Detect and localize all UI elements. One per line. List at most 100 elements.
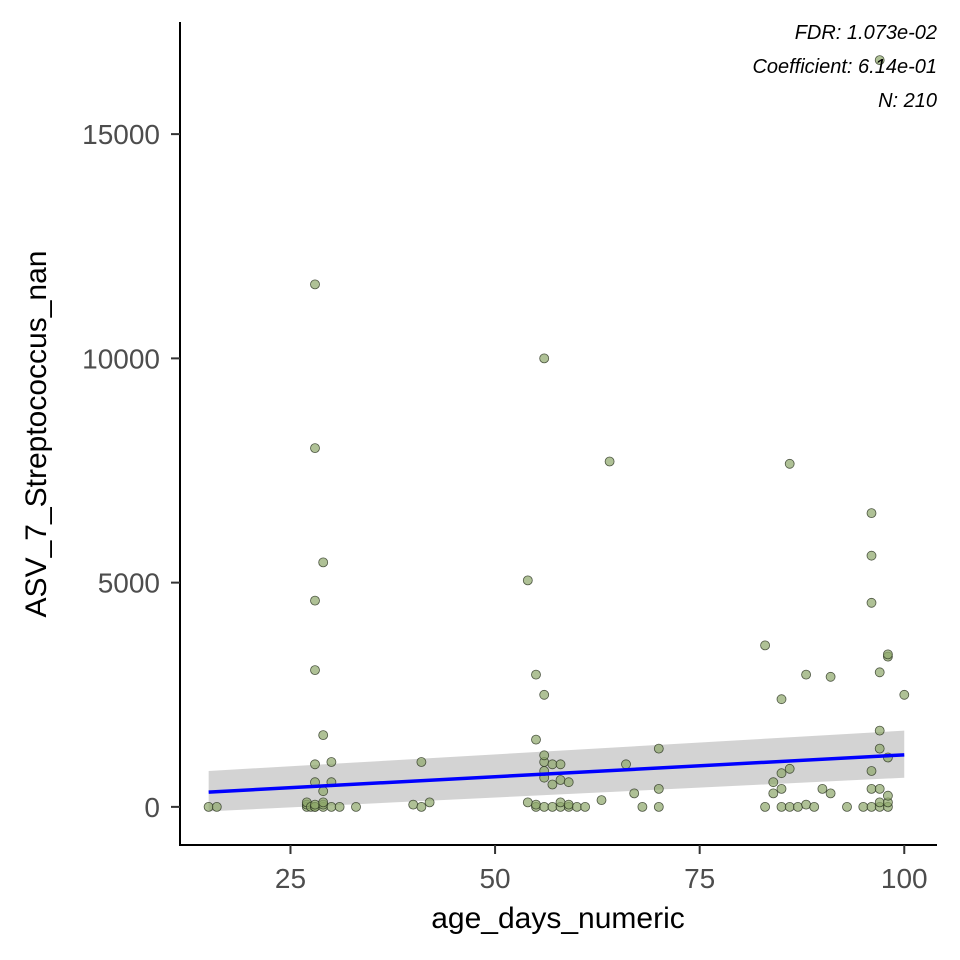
trend-layer [208, 753, 905, 794]
data-point [531, 669, 541, 680]
data-point [563, 777, 574, 788]
data-point [539, 802, 550, 812]
data-point [874, 725, 885, 736]
data-point [424, 797, 435, 808]
data-point [326, 757, 337, 767]
n-annotation: N: 210 [878, 90, 937, 112]
data-point [629, 788, 640, 799]
coefficient-annotation: Coefficient: 6.14e-01 [752, 56, 937, 78]
data-point [776, 694, 787, 705]
data-point [874, 797, 885, 808]
confidence-band-layer [208, 730, 905, 812]
data-point [760, 802, 770, 812]
x-axis-title: age_days_numeric [431, 902, 685, 935]
data-point [637, 802, 648, 812]
data-point [776, 802, 787, 812]
data-point [203, 802, 214, 812]
data-point [784, 763, 795, 774]
data-point [318, 786, 329, 797]
data-point [621, 759, 631, 770]
data-point [310, 799, 320, 810]
data-point [596, 795, 607, 805]
x-tick-label: 100 [881, 863, 928, 894]
data-point [801, 669, 811, 680]
data-point [817, 784, 828, 794]
data-point [351, 802, 361, 812]
data-point [572, 802, 582, 812]
data-point [776, 784, 787, 794]
data-point [604, 456, 615, 467]
data-point [555, 775, 566, 785]
data-point [563, 799, 574, 810]
data-point [310, 595, 320, 606]
data-point [318, 797, 329, 808]
points-layer [203, 55, 910, 812]
data-point [531, 799, 541, 810]
data-point [653, 802, 664, 812]
data-point [858, 802, 869, 812]
y-tick-label: 5000 [98, 568, 160, 599]
data-point [809, 802, 820, 812]
data-point [408, 799, 419, 810]
data-point [866, 802, 877, 812]
y-axis-title: ASV_7_Streptococcus_nan [20, 251, 53, 618]
data-point [416, 757, 427, 767]
data-point [874, 784, 885, 794]
y-axis-ticks: 0 5000 10000 15000 [82, 119, 180, 823]
data-point [310, 443, 320, 454]
x-tick-label: 25 [275, 863, 306, 894]
x-axis-ticks: 25 50 75 100 [275, 845, 928, 894]
data-point [866, 784, 877, 794]
data-point [768, 788, 779, 799]
data-point [825, 788, 836, 799]
data-point [522, 797, 533, 808]
data-point [531, 734, 541, 745]
trend-line [208, 753, 905, 794]
x-tick-label: 75 [684, 863, 715, 894]
x-tick-label: 50 [479, 863, 510, 894]
data-point [310, 759, 320, 770]
data-point [416, 802, 427, 812]
data-point [801, 799, 811, 810]
data-point [547, 779, 558, 790]
y-tick-label: 10000 [82, 343, 160, 374]
data-point [842, 802, 852, 812]
data-point [653, 743, 664, 754]
data-point [866, 597, 877, 608]
data-point [522, 575, 533, 586]
data-point [874, 743, 885, 754]
data-point [653, 784, 664, 794]
data-point [784, 458, 795, 469]
data-point [793, 802, 803, 812]
data-point [883, 649, 893, 660]
confidence-band [208, 730, 905, 812]
data-point [874, 667, 885, 678]
data-point [539, 353, 550, 364]
data-point [899, 689, 910, 700]
data-point [825, 671, 836, 682]
data-point [318, 557, 329, 568]
y-tick-label: 0 [144, 792, 160, 823]
data-point [318, 730, 329, 740]
data-point [760, 640, 770, 651]
data-point [334, 802, 345, 812]
stats-annotation: FDR: 1.073e-02 Coefficient: 6.14e-01 N: … [752, 22, 937, 112]
data-point [866, 508, 877, 518]
data-point [310, 279, 320, 290]
data-point [310, 665, 320, 675]
data-point [211, 802, 222, 812]
data-point [539, 689, 550, 700]
data-point [555, 759, 566, 770]
data-point [580, 802, 590, 812]
data-point [874, 55, 885, 65]
data-point [883, 790, 893, 801]
data-point [539, 750, 550, 761]
data-point [776, 768, 787, 779]
data-point [866, 550, 877, 561]
data-point [547, 759, 558, 770]
data-point [555, 797, 566, 808]
data-point [326, 802, 337, 812]
data-point [768, 777, 779, 788]
data-point [866, 766, 877, 776]
